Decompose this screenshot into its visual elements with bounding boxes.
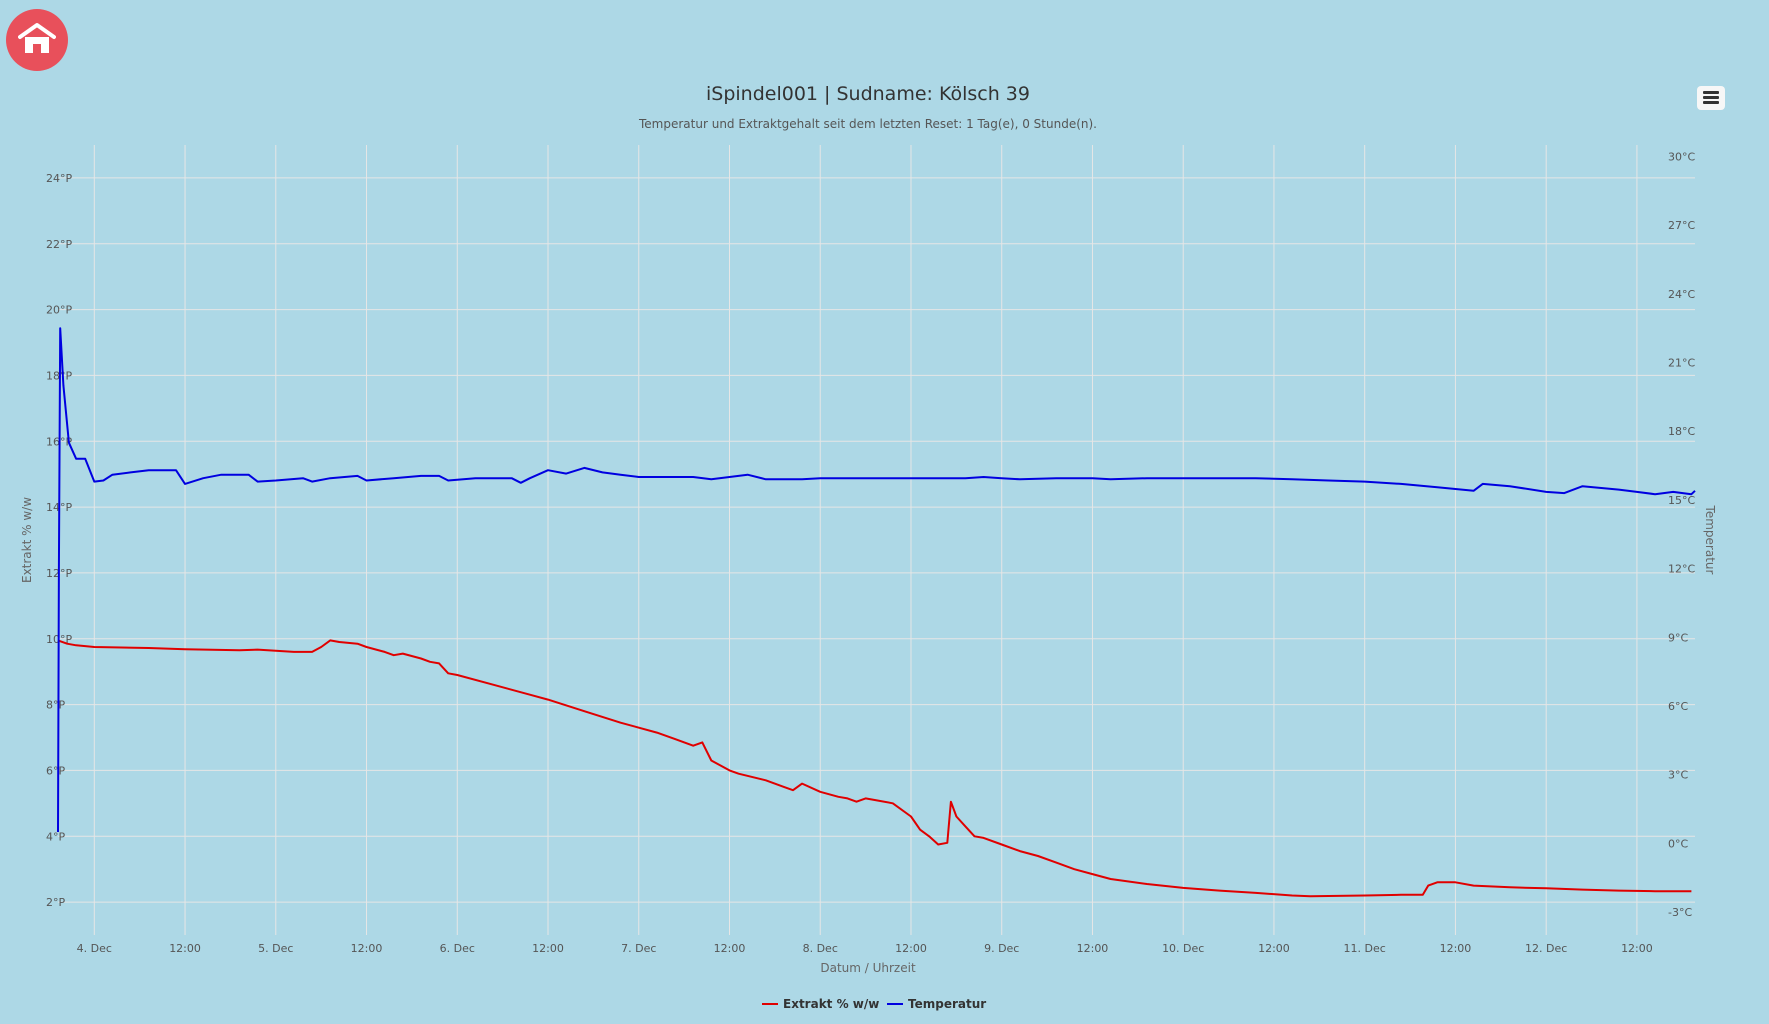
legend-item-label: Extrakt % w/w — [783, 997, 879, 1011]
x-tick-label: 12. Dec — [1525, 942, 1567, 955]
x-tick-label: 8. Dec — [803, 942, 838, 955]
x-tick-label: 12:00 — [351, 942, 383, 955]
y-right-axis-title: Temperatur — [1703, 505, 1717, 575]
y-left-tick-label: 8°P — [46, 699, 65, 712]
x-tick-label: 12:00 — [1621, 942, 1653, 955]
y-left-tick-label: 24°P — [46, 172, 72, 185]
y-right-tick-label: 6°C — [1668, 700, 1688, 713]
x-tick-label: 9. Dec — [984, 942, 1019, 955]
x-tick-label: 4. Dec — [77, 942, 112, 955]
extract-series-line — [57, 639, 1692, 898]
x-tick-label: 12:00 — [1258, 942, 1290, 955]
series-lines — [57, 327, 1696, 898]
y-right-tick-label: 27°C — [1668, 219, 1695, 232]
hamburger-menu-icon — [1703, 91, 1719, 94]
y-right-tick-label: 30°C — [1668, 150, 1695, 163]
x-axis-ticks: 4. Dec 12:00 5. Dec 12:00 6. Dec 12:00 7. Dec 1… — [77, 942, 1653, 955]
left-axis-ticks: 2°P4°P6°P8°P10°P12°P14°P16°P18°P20°P22°P… — [46, 172, 72, 909]
y-left-tick-label: 2°P — [46, 896, 65, 909]
legend-item-label: Temperatur — [908, 997, 986, 1011]
x-tick-label: 11. Dec — [1344, 942, 1386, 955]
grid-lines — [58, 145, 1695, 935]
x-tick-label: 12:00 — [1440, 942, 1472, 955]
y-left-tick-label: 22°P — [46, 238, 72, 251]
x-tick-label: 12:00 — [169, 942, 201, 955]
x-tick-label: 6. Dec — [440, 942, 475, 955]
home-icon — [18, 23, 56, 53]
chart-context-menu-button[interactable] — [1697, 86, 1725, 110]
temperature-series-line — [57, 327, 1696, 833]
y-right-tick-label: -3°C — [1668, 906, 1692, 919]
y-right-tick-label: 9°C — [1668, 631, 1688, 644]
y-right-tick-label: 12°C — [1668, 563, 1695, 576]
x-tick-label: 10. Dec — [1162, 942, 1204, 955]
chart-title: iSpindel001 | Sudname: Kölsch 39 — [706, 83, 1030, 105]
home-button[interactable] — [6, 9, 68, 71]
x-axis-title: Datum / Uhrzeit — [820, 961, 916, 975]
chart-subtitle: Temperatur und Extraktgehalt seit dem le… — [638, 117, 1097, 131]
y-left-axis-title: Extrakt % w/w — [20, 497, 34, 583]
y-right-tick-label: 24°C — [1668, 288, 1695, 301]
legend[interactable]: Extrakt % w/w Temperatur — [762, 997, 986, 1011]
x-tick-label: 12:00 — [895, 942, 927, 955]
x-tick-label: 12:00 — [714, 942, 746, 955]
x-tick-label: 12:00 — [1077, 942, 1109, 955]
y-right-tick-label: 0°C — [1668, 837, 1688, 850]
right-axis-ticks: -3°C 0°C 3°C 6°C 9°C 12°C 15°C 18°C 21°C 24°C 27°C… — [1668, 150, 1695, 919]
x-tick-label: 5. Dec — [258, 942, 293, 955]
y-left-tick-label: 4°P — [46, 830, 65, 843]
y-right-tick-label: 21°C — [1668, 357, 1695, 370]
y-left-tick-label: 6°P — [46, 764, 65, 777]
y-left-tick-label: 20°P — [46, 304, 72, 317]
y-right-tick-label: 18°C — [1668, 425, 1695, 438]
y-right-tick-label: 3°C — [1668, 769, 1688, 782]
x-tick-label: 12:00 — [532, 942, 564, 955]
y-right-tick-label: 15°C — [1668, 494, 1695, 507]
x-tick-label: 7. Dec — [621, 942, 656, 955]
